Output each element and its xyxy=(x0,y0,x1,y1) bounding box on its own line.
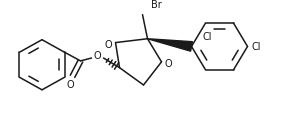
Text: O: O xyxy=(105,39,112,50)
Text: O: O xyxy=(94,51,101,61)
Text: Cl: Cl xyxy=(252,42,261,52)
Text: Br: Br xyxy=(150,0,161,10)
Text: Cl: Cl xyxy=(203,32,212,42)
Text: O: O xyxy=(67,80,74,90)
Text: O: O xyxy=(165,59,172,69)
Polygon shape xyxy=(147,39,192,51)
